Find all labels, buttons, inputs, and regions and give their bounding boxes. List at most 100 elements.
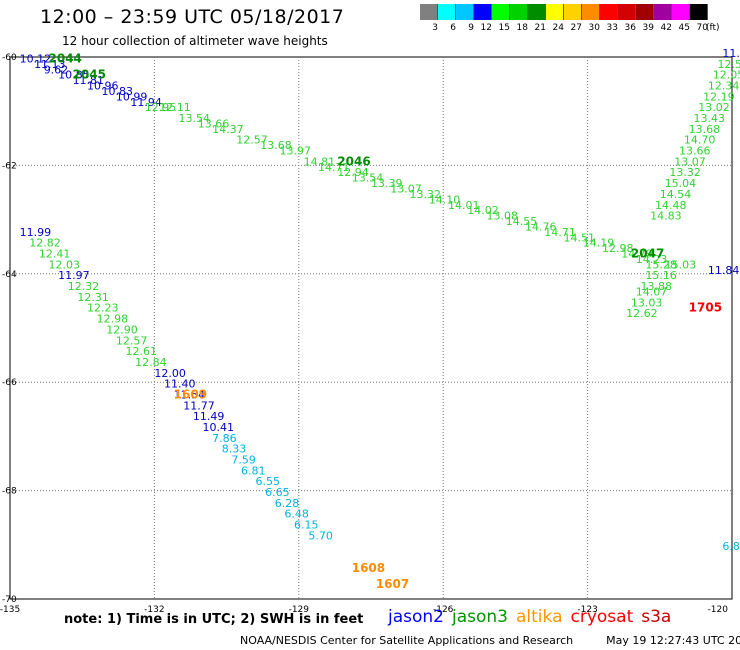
- wave-height-reading: 8.33: [222, 443, 247, 456]
- wave-height-reading: 10.12: [20, 52, 52, 65]
- color-scale-swatch: [474, 4, 492, 20]
- page-subtitle: 12 hour collection of altimeter wave hei…: [62, 34, 328, 48]
- wave-height-reading: 14.07: [636, 285, 668, 298]
- wave-height-reading: 11.97: [58, 269, 89, 282]
- page-title: 12:00 – 23:59 UTC 05/18/2017: [40, 6, 345, 28]
- wave-height-reading: 14.70: [684, 134, 716, 147]
- wave-height-reading: 12.23: [87, 302, 119, 315]
- wave-height-reading: 12.31: [77, 291, 109, 304]
- pass-time-label: 1607: [376, 577, 409, 591]
- color-scale-label: 18: [516, 23, 528, 33]
- wave-height-reading: 13.32: [669, 166, 701, 179]
- wave-height-reading: 12.61: [126, 345, 157, 358]
- wave-height-reading: 12.05: [713, 69, 740, 82]
- color-scale-label: 21: [534, 23, 546, 33]
- wave-height-reading: 12.90: [106, 323, 137, 336]
- color-scale-label: 27: [570, 23, 582, 33]
- wave-height-reading: 12.32: [68, 280, 100, 293]
- longitude-tick-label: -126: [433, 605, 454, 615]
- satellite-legend-altika: altika: [516, 607, 563, 627]
- wave-height-reading: 10.99: [116, 90, 148, 103]
- wave-height-reading: 14.79: [621, 248, 653, 261]
- wave-height-reading: 14.83: [650, 210, 682, 223]
- wave-height-reading: 13.66: [198, 117, 230, 130]
- wave-height-reading: 12.57: [718, 58, 740, 71]
- wave-height-reading: 11.49: [193, 410, 225, 423]
- wave-height-reading: 13.66: [679, 145, 711, 158]
- wave-height-reading: 14.76: [525, 220, 557, 233]
- wave-height-reading: 10.96: [87, 80, 119, 93]
- wave-height-reading: 13.39: [371, 177, 403, 190]
- color-scale-swatch: [492, 4, 510, 20]
- wave-height-reading: 14.10: [429, 193, 461, 206]
- color-scale-swatch: [618, 4, 636, 20]
- wave-height-reading: 12.11: [159, 101, 191, 114]
- credit-text: NOAA/NESDIS Center for Satellite Applica…: [240, 634, 574, 647]
- wave-height-reading: 14.02: [467, 204, 499, 217]
- wave-height-reading: 13.02: [698, 101, 730, 114]
- color-scale-swatch: [438, 4, 456, 20]
- pass-time-label: 1609: [174, 387, 207, 401]
- wave-height-reading: 13.54: [178, 112, 210, 125]
- footnote: note: 1) Time is in UTC; 2) SWH is in fe…: [64, 612, 364, 627]
- color-scale-swatch: [690, 4, 708, 20]
- wave-height-reading: 11.77: [183, 399, 215, 412]
- color-scale-swatch: [654, 4, 672, 20]
- generated-timestamp: May 19 12:27:43 UTC 2017: [606, 634, 740, 647]
- color-scale-swatch: [582, 4, 600, 20]
- longitude-tick-label: -120: [708, 605, 729, 615]
- color-scale-label: 42: [660, 23, 672, 33]
- wave-height-reading: 14.71: [318, 161, 350, 174]
- color-scale-swatch: [600, 4, 618, 20]
- color-scale-swatch: [528, 4, 546, 20]
- color-scale-label: 24: [552, 23, 564, 33]
- color-scale-label: 45: [678, 23, 690, 33]
- wave-height-reading: 11.81: [73, 74, 105, 87]
- color-scale-label: 12: [480, 23, 492, 33]
- color-scale-swatch: [564, 4, 582, 20]
- pass-time-label: 2047: [631, 247, 664, 261]
- wave-height-reading: 12.19: [703, 90, 735, 103]
- wave-height-reading: 13.68: [689, 123, 721, 136]
- wave-height-reading: 13.43: [693, 112, 725, 125]
- wave-height-reading: 14.48: [655, 199, 687, 212]
- wave-height-reading: 14.55: [506, 215, 537, 228]
- wave-height-reading: 5.70: [308, 529, 333, 542]
- satellite-legend-cryosat: cryosat: [570, 607, 634, 627]
- wave-height-reading: 13.97: [280, 145, 312, 158]
- satellite-legend-jason2: jason2: [388, 607, 444, 627]
- latitude-tick-label: -66: [2, 378, 17, 388]
- wave-height-reading: 13.07: [390, 183, 422, 196]
- credit-line: NOAA/NESDIS Center for Satellite Applica…: [240, 634, 740, 647]
- wave-height-reading: 11.54: [174, 388, 206, 401]
- wave-height-reading: 14.19: [583, 237, 615, 250]
- wave-height-reading: 14.81: [304, 155, 336, 168]
- wave-height-reading: 14.23: [636, 253, 668, 266]
- wave-height-reading: 10.83: [101, 85, 133, 98]
- wave-height-reading: 12.98: [97, 313, 129, 326]
- wave-height-reading: 12.57: [116, 334, 148, 347]
- wave-height-reading: 12.94: [337, 166, 369, 179]
- wave-height-reading: 11.94: [130, 96, 162, 109]
- color-scale-swatch: [636, 4, 654, 20]
- longitude-tick-label: -123: [577, 605, 597, 615]
- longitude-tick-label: -132: [144, 605, 164, 615]
- satellite-legend-jason3: jason3: [452, 607, 508, 627]
- wave-height-reading: 11.13: [34, 58, 66, 71]
- satellite-legend: jason2 jason3 altika cryosat s3a: [388, 607, 679, 627]
- wave-height-reading: 14.71: [544, 226, 576, 239]
- pass-time-label: 2045: [73, 68, 106, 82]
- color-scale-swatch: [456, 4, 474, 20]
- latitude-tick-label: -64: [2, 270, 17, 280]
- wave-height-reading: 12.62: [626, 307, 658, 320]
- color-scale-unit: (ft): [706, 23, 720, 33]
- wave-height-reading: 12.57: [236, 134, 268, 147]
- wave-height-reading: 11.40: [164, 378, 196, 391]
- color-scale-swatch: [546, 4, 564, 20]
- wave-height-reading: 13.88: [641, 280, 673, 293]
- wave-height-reading: 6.81: [241, 464, 265, 477]
- wave-height-reading: 15.16: [645, 269, 677, 282]
- color-scale-label: 30: [588, 23, 600, 33]
- wave-height-reading: 10.41: [203, 421, 235, 434]
- wave-height-reading: 15.03: [665, 258, 697, 271]
